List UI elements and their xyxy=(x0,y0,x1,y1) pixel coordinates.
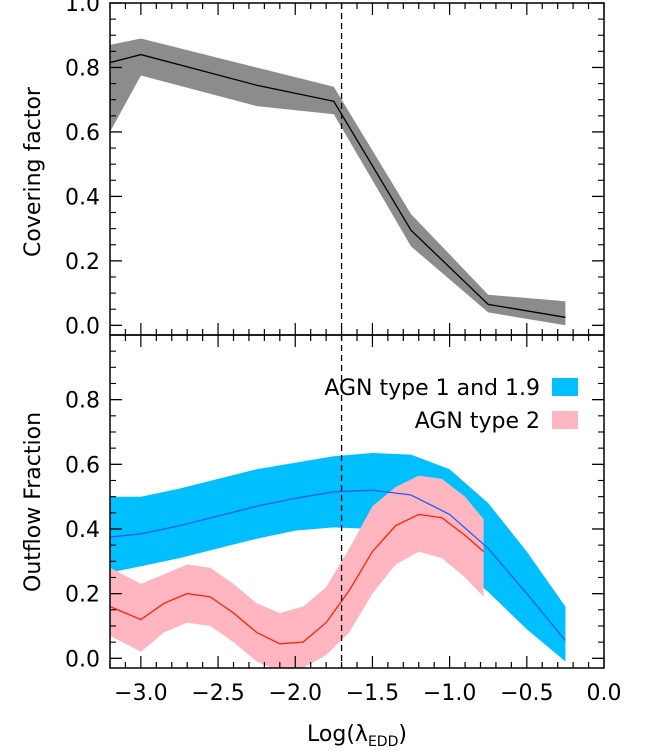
bottom-ticks: 0.0 0.2 0.4 0.6 0.8 −3.0 −2.5 −2.0 −1.5 −1.0 −0.5 0… xyxy=(65,335,622,706)
top-ticks: 0.0 0.2 0.4 0.6 0.8 1.0 xyxy=(65,0,605,339)
top-y-axis-label: Covering factor xyxy=(21,86,46,257)
top-series-0-band xyxy=(110,38,566,326)
xtick-label-1: −2.5 xyxy=(191,681,244,706)
xtick-label-3: −1.5 xyxy=(346,681,399,706)
bottom-ytick-label-4: 0.8 xyxy=(65,389,100,414)
top-panel: 0.0 0.2 0.4 0.6 0.8 1.0 Covering factor xyxy=(21,0,605,339)
bottom-series-1-line xyxy=(110,513,485,645)
legend-swatch-1 xyxy=(552,411,578,429)
top-ytick-label-3: 0.6 xyxy=(65,121,100,146)
x-axis-label: Log(λEDD) xyxy=(307,722,407,750)
bottom-frame xyxy=(109,334,605,669)
top-ytick-label-4: 0.8 xyxy=(65,56,100,81)
top-ytick-label-1: 0.2 xyxy=(65,250,100,275)
bottom-ytick-label-2: 0.4 xyxy=(65,518,100,543)
bottom-y-axis-label: Outflow Fraction xyxy=(21,412,46,592)
x-axis-label-sub: EDD xyxy=(368,734,398,750)
top-series-layer xyxy=(110,38,566,326)
bottom-ytick-label-3: 0.6 xyxy=(65,453,100,478)
legend: AGN type 1 and 1.9 AGN type 2 xyxy=(324,376,578,434)
bottom-ytick-label-1: 0.2 xyxy=(65,583,100,608)
top-series-0-line xyxy=(110,53,566,318)
top-ytick-label-5: 1.0 xyxy=(65,0,100,17)
legend-label-1: AGN type 2 xyxy=(415,409,540,434)
bottom-series-layer xyxy=(110,453,566,668)
legend-swatch-0 xyxy=(552,378,578,396)
top-ytick-label-2: 0.4 xyxy=(65,185,100,210)
top-ytick-label-0: 0.0 xyxy=(65,314,100,339)
legend-label-0: AGN type 1 and 1.9 xyxy=(324,376,540,401)
xtick-label-6: 0.0 xyxy=(587,681,622,706)
bottom-series-1-band xyxy=(110,475,484,668)
xtick-label-4: −1.0 xyxy=(423,681,476,706)
x-axis-label-prefix: Log(λ xyxy=(307,722,368,747)
xtick-label-5: −0.5 xyxy=(500,681,553,706)
bottom-panel: 0.0 0.2 0.4 0.6 0.8 −3.0 −2.5 −2.0 −1.5 −1.0 −0.5 0… xyxy=(21,335,622,750)
x-axis-label-suffix: ) xyxy=(398,722,407,747)
bottom-series-0-line xyxy=(110,489,566,641)
bottom-ytick-label-0: 0.0 xyxy=(65,647,100,672)
xtick-label-2: −2.0 xyxy=(269,681,322,706)
xtick-label-0: −3.0 xyxy=(114,681,167,706)
